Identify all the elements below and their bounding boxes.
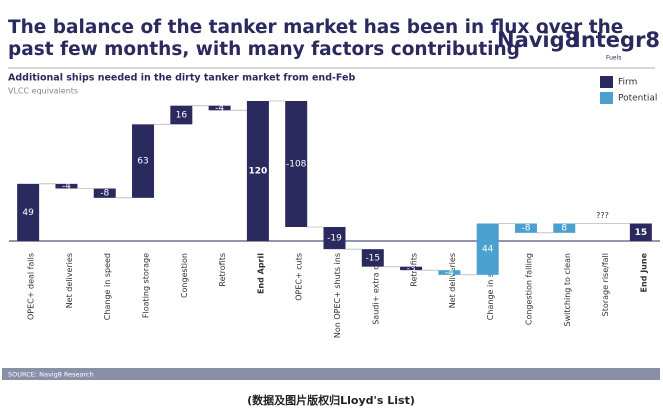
source-bar bbox=[2, 368, 660, 380]
bar bbox=[285, 101, 308, 227]
x-tick-label: OPEC+ deal fails bbox=[27, 253, 36, 320]
x-tick-label: Saudi+ extra cuts bbox=[371, 253, 380, 325]
x-tick-label: Congestion falling bbox=[524, 253, 533, 325]
data-label: 8 bbox=[561, 224, 567, 234]
x-tick-label: Switching to clean bbox=[563, 253, 572, 326]
bar bbox=[93, 188, 116, 198]
data-label: -8 bbox=[100, 189, 109, 199]
logo: Navig8 bbox=[497, 28, 579, 52]
legend-label: Firm bbox=[618, 78, 637, 88]
bar bbox=[476, 223, 499, 275]
x-tick-label: End June bbox=[639, 252, 648, 292]
bar bbox=[55, 183, 78, 189]
x-tick-label: Congestion bbox=[180, 253, 189, 298]
bar bbox=[246, 101, 269, 241]
x-tick-label: Net deliveries bbox=[65, 253, 74, 308]
data-label: -15 bbox=[365, 253, 380, 263]
logo: Integr8 bbox=[573, 28, 660, 52]
chart-title: Additional ships needed in the dirty tan… bbox=[8, 73, 355, 84]
bar bbox=[361, 249, 384, 267]
data-label: 16 bbox=[176, 111, 188, 121]
data-label: 120 bbox=[249, 167, 268, 177]
data-label: -8 bbox=[521, 224, 530, 234]
x-tick-label: Change in speed bbox=[486, 253, 495, 320]
page-title: The balance of the tanker market has bee… bbox=[8, 17, 623, 38]
bar bbox=[553, 223, 576, 233]
bar bbox=[438, 270, 461, 275]
data-label: 15 bbox=[635, 228, 648, 238]
legend-label: Potential bbox=[618, 94, 657, 104]
bar bbox=[400, 266, 423, 271]
x-tick-label: Change in speed bbox=[103, 253, 112, 320]
data-label: 44 bbox=[482, 245, 494, 255]
data-label: -3 bbox=[407, 264, 416, 274]
x-tick-label: OPEC+ cuts bbox=[295, 253, 304, 301]
bar bbox=[132, 124, 155, 198]
bar bbox=[208, 105, 231, 111]
x-tick-label: Floating storage bbox=[142, 253, 151, 318]
legend-swatch bbox=[600, 76, 613, 88]
data-label: -4 bbox=[62, 182, 71, 192]
data-label: -4 bbox=[445, 268, 454, 278]
bar bbox=[629, 223, 652, 241]
caption: (数据及图片版权归Lloyd's List) bbox=[247, 393, 415, 407]
data-label: 49 bbox=[22, 208, 34, 218]
page-title: past few months, with many factors contr… bbox=[8, 39, 520, 60]
x-tick-label: Net deliveries bbox=[448, 253, 457, 308]
x-tick-label: Non OPEC+ shuts ins bbox=[333, 253, 342, 338]
logo-sub: Fuels bbox=[606, 55, 621, 62]
chart-subtitle: VLCC equivalents bbox=[8, 87, 78, 96]
bar bbox=[323, 227, 346, 250]
bar bbox=[17, 183, 40, 241]
bar bbox=[514, 223, 537, 233]
legend-swatch bbox=[600, 92, 613, 104]
data-label: -4 bbox=[215, 104, 224, 114]
x-tick-label: End April bbox=[256, 253, 265, 294]
data-label: -19 bbox=[327, 234, 342, 244]
data-label: -108 bbox=[286, 160, 307, 170]
x-tick-label: Storage rise/fall bbox=[601, 253, 610, 316]
data-label: ??? bbox=[596, 211, 609, 220]
data-label: 63 bbox=[137, 157, 148, 167]
source: SOURCE: Navig8 Research bbox=[8, 371, 94, 379]
bar bbox=[170, 105, 193, 125]
x-tick-label: Retrofits bbox=[218, 253, 227, 287]
